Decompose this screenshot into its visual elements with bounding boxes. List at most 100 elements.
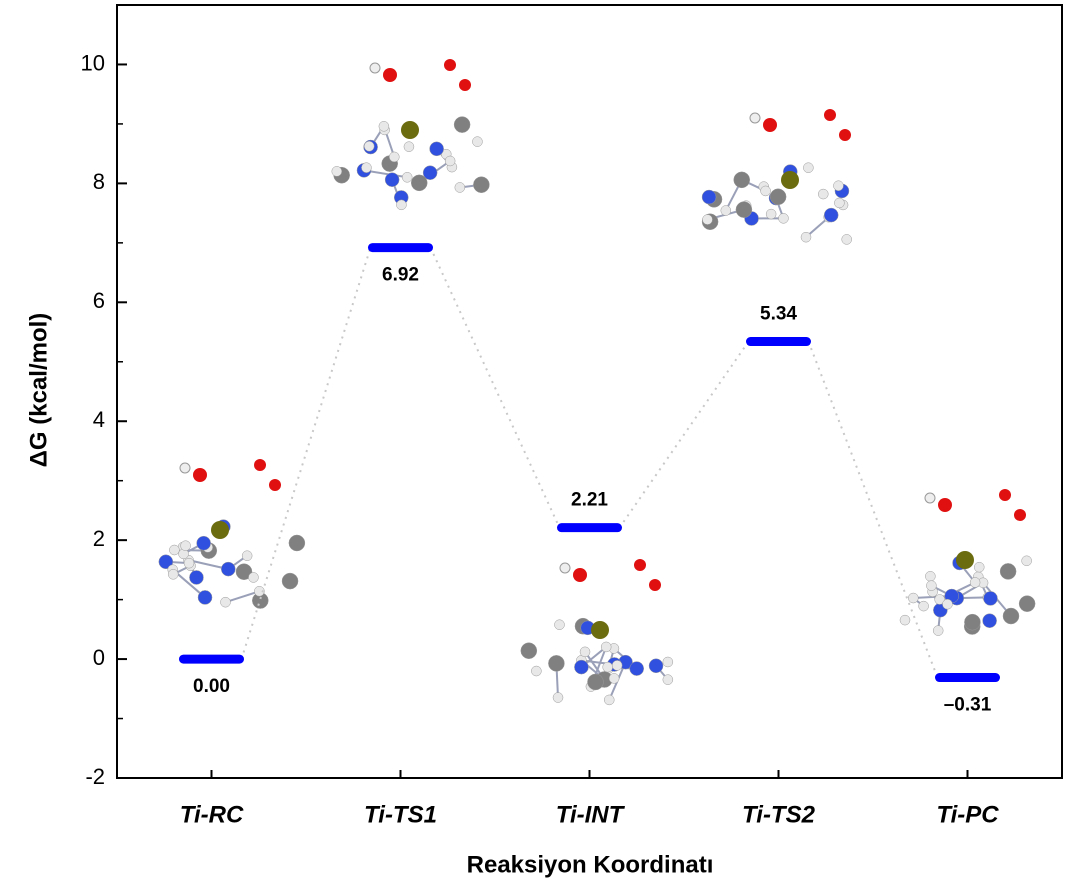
connector: [429, 247, 561, 529]
atom: [800, 231, 812, 243]
atom: [735, 201, 753, 218]
atom: [818, 188, 829, 200]
atom: [899, 614, 911, 626]
atom: [765, 208, 777, 220]
y-tick-label: 6: [93, 288, 105, 313]
atom: [389, 151, 400, 163]
atom: [839, 129, 851, 141]
atom: [1021, 555, 1032, 567]
atom: [363, 141, 375, 152]
value-label: 0.00: [193, 676, 230, 697]
atom: [964, 613, 981, 631]
atom: [983, 591, 998, 606]
atom: [763, 118, 777, 132]
x-tick-label: Ti-PC: [936, 801, 999, 828]
atom: [841, 234, 852, 245]
atom: [769, 188, 787, 206]
atom: [429, 141, 444, 157]
value-label: 6.92: [382, 265, 419, 286]
atom: [926, 580, 937, 591]
atom: [634, 559, 646, 571]
atom: [548, 655, 565, 672]
value-label: 2.21: [571, 490, 608, 511]
atom: [760, 185, 771, 197]
molecule-illustrations: [158, 59, 1036, 706]
atom: [167, 569, 179, 580]
atom: [602, 661, 613, 673]
atom: [969, 577, 981, 588]
atom: [254, 459, 266, 471]
atom: [384, 172, 400, 187]
atom: [1002, 607, 1020, 625]
atom: [403, 141, 415, 152]
atom: [444, 155, 456, 167]
atom: [158, 554, 174, 570]
atom: [702, 214, 713, 225]
atom: [587, 673, 604, 691]
atom: [473, 176, 490, 193]
atom: [629, 661, 644, 676]
atom: [559, 562, 571, 574]
atom: [611, 660, 623, 671]
atom: [241, 550, 253, 561]
atom: [956, 551, 974, 569]
atom: [396, 199, 407, 211]
atom: [281, 572, 299, 590]
atom: [603, 694, 615, 706]
bond: [363, 169, 408, 179]
atom: [454, 182, 466, 193]
atom: [608, 673, 620, 684]
atom: [369, 62, 381, 74]
atom: [444, 59, 456, 71]
y-tick-label: 8: [93, 169, 105, 194]
connector: [240, 247, 372, 660]
atom: [778, 213, 789, 224]
atom: [221, 561, 236, 577]
atom: [824, 109, 836, 121]
atom: [254, 585, 265, 597]
atom: [999, 489, 1011, 501]
atom: [733, 171, 750, 189]
atom: [720, 205, 732, 216]
atom: [169, 544, 180, 556]
atom: [579, 646, 591, 658]
atom: [833, 180, 844, 191]
atom: [180, 540, 191, 551]
atom: [938, 498, 952, 512]
atom: [823, 207, 839, 223]
atom: [662, 674, 674, 685]
atom: [197, 590, 213, 605]
atom: [288, 534, 306, 552]
atom: [574, 659, 589, 675]
atom: [179, 462, 191, 474]
atom: [781, 171, 799, 189]
atom: [934, 594, 945, 605]
connector: [618, 340, 750, 529]
atom: [520, 642, 538, 659]
atom: [552, 692, 564, 703]
atom: [999, 563, 1017, 580]
x-axis-title: Reaksiyon Koordinatı: [467, 851, 714, 878]
atom: [453, 116, 471, 133]
y-tick-label: 0: [93, 645, 105, 670]
x-tick-label: Ti-RC: [180, 801, 244, 828]
atom: [459, 79, 471, 91]
atom: [193, 468, 207, 482]
atom: [908, 592, 919, 604]
atom: [701, 189, 717, 205]
atom: [361, 162, 372, 173]
atom: [834, 197, 845, 209]
x-tick-label: Ti-TS2: [742, 801, 816, 828]
atom: [649, 579, 661, 591]
atom: [331, 166, 343, 177]
atom: [383, 68, 397, 82]
bond: [225, 590, 260, 604]
y-tick-label: 4: [93, 407, 105, 432]
atom: [211, 521, 229, 539]
atom: [662, 656, 674, 668]
connector: [807, 341, 939, 678]
atom: [248, 572, 259, 583]
atom: [183, 557, 195, 569]
atom: [973, 561, 985, 573]
